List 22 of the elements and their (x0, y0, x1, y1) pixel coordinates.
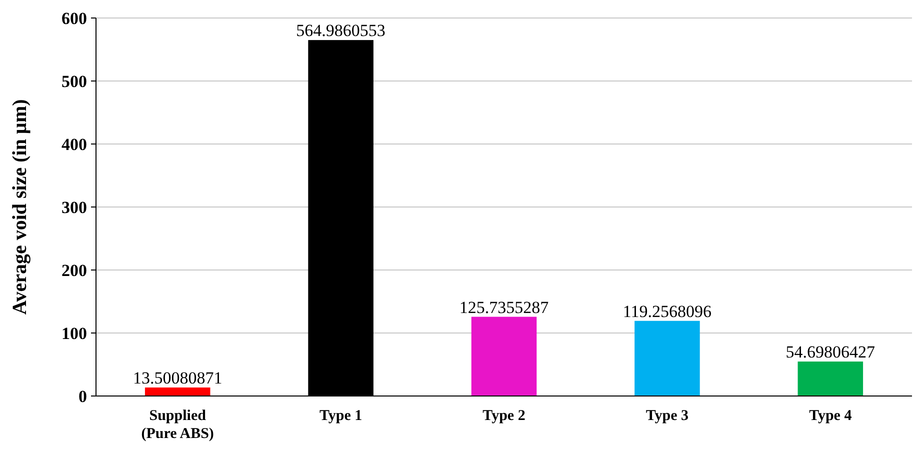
y-tick-label: 500 (62, 72, 87, 91)
bar (471, 316, 537, 396)
y-tick-label: 300 (62, 198, 87, 217)
x-tick-label: Type 2 (482, 408, 526, 424)
y-tick-label: 400 (62, 134, 87, 154)
data-label: 119.2568096 (622, 302, 712, 321)
x-tick-label: Type 3 (646, 408, 689, 424)
data-label: 125.7355287 (459, 298, 550, 317)
bar (634, 320, 700, 396)
y-axis-title: Average void size (in µm) (9, 99, 31, 315)
y-tick-label: 0 (78, 386, 87, 406)
y-tick-label: 200 (62, 260, 87, 280)
x-tick-label: Type 4 (809, 408, 852, 424)
bar (144, 387, 210, 396)
y-tick-label: 100 (62, 324, 87, 343)
bar (798, 362, 864, 396)
x-tick-label: Type 1 (319, 408, 362, 424)
y-tick-label: 600 (62, 8, 87, 28)
data-label: 564.9860553 (296, 21, 386, 40)
x-tick-label: Supplied (Pure ABS) (141, 408, 214, 442)
data-label: 13.50080871 (132, 368, 222, 388)
data-label: 54.69806427 (786, 342, 876, 362)
